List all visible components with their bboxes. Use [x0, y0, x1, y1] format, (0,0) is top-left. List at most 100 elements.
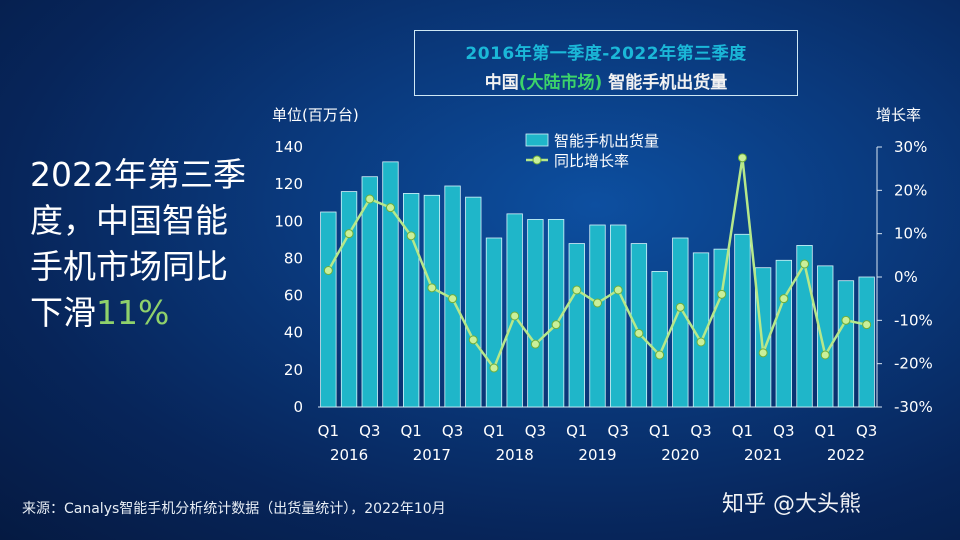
bar: [775, 259, 792, 408]
bar: [465, 196, 482, 408]
x-year-label: 2017: [413, 446, 451, 464]
growth-rate-point: [613, 285, 623, 295]
source-note: 来源：Canalys智能手机分析统计数据（出货量统计），2022年10月: [22, 501, 446, 517]
growth-rate-point: [800, 259, 810, 269]
chart-title-china: 中国: [484, 73, 519, 93]
bar: [320, 211, 337, 408]
y-left-tick-label: 120: [274, 175, 303, 193]
y-left-tick-label: 80: [284, 249, 303, 267]
x-tick-label: Q3: [773, 422, 794, 440]
growth-rate-point: [862, 320, 872, 330]
y-right-tick-label: -30%: [894, 398, 933, 416]
y-left-tick-label: 0: [293, 398, 303, 416]
bar: [527, 219, 544, 408]
chart-title-mainland: (大陆市场): [518, 73, 603, 93]
bar: [837, 280, 855, 408]
y-right-tick-label: 10%: [894, 225, 927, 243]
legend-bar-swatch: [525, 133, 549, 147]
growth-rate-point: [406, 231, 416, 241]
y-left-tick-label: 60: [284, 287, 303, 305]
bar: [858, 276, 875, 408]
growth-rate-point: [758, 348, 768, 358]
headline-percentage: 11%: [96, 293, 170, 332]
legend-line-label: 同比增长率: [554, 152, 629, 170]
growth-rate-point: [510, 311, 520, 321]
bar: [403, 193, 420, 408]
chart-title-shipments: 智能手机出货量: [602, 73, 728, 93]
x-year-label: 2018: [496, 446, 534, 464]
bar: [817, 265, 834, 408]
growth-rate-point: [427, 283, 437, 293]
y-left-tick-label: 40: [284, 324, 303, 342]
y-left-tick-label: 140: [274, 138, 303, 156]
chart-title-line1: 2016年第一季度-2022年第三季度: [465, 44, 747, 64]
x-year-label: 2019: [578, 446, 616, 464]
x-year-label: 2016: [330, 446, 368, 464]
x-tick-label: Q1: [732, 422, 753, 440]
y-right-tick-label: 20%: [894, 181, 927, 199]
bar: [361, 176, 378, 408]
x-tick-label: Q1: [318, 422, 339, 440]
growth-rate-point: [820, 350, 830, 360]
bar: [651, 271, 668, 408]
x-tick-label: Q3: [359, 422, 380, 440]
growth-rate-point: [779, 294, 789, 304]
bar: [485, 237, 503, 408]
growth-rate-point: [634, 328, 644, 338]
x-tick-label: Q3: [690, 422, 711, 440]
x-tick-label: Q1: [815, 422, 836, 440]
bar: [340, 191, 358, 408]
growth-rate-point: [717, 289, 727, 299]
y-right-axis-label: 增长率: [876, 106, 921, 124]
y-left-axis-label: 单位(百万台): [272, 106, 359, 124]
headline-text: 2022年第三季度，中国智能手机市场同比下滑: [30, 155, 246, 332]
x-tick-label: Q1: [483, 422, 504, 440]
x-year-label: 2020: [661, 446, 699, 464]
bar: [734, 233, 751, 408]
x-tick-label: Q1: [649, 422, 670, 440]
growth-rate-point: [365, 194, 375, 204]
bar: [506, 213, 523, 408]
chart-title-line2: 中国(大陆市场) 智能手机出货量: [415, 68, 797, 93]
growth-rate-point: [530, 339, 540, 349]
growth-rate-point: [468, 335, 478, 345]
x-tick-label: Q1: [566, 422, 587, 440]
growth-rate-point: [675, 302, 685, 312]
x-tick-label: Q3: [525, 422, 546, 440]
growth-rate-point: [696, 337, 706, 347]
x-tick-label: Q1: [400, 422, 421, 440]
bar: [754, 267, 772, 408]
bar: [713, 248, 730, 408]
bar: [796, 245, 813, 408]
y-right-tick-label: -20%: [894, 355, 933, 373]
growth-rate-point: [344, 229, 354, 239]
growth-rate-point: [841, 315, 851, 325]
legend-bar-label: 智能手机出货量: [554, 132, 659, 150]
growth-rate-point: [737, 153, 747, 163]
growth-rate-point: [323, 266, 333, 275]
growth-rate-point: [551, 320, 561, 330]
growth-rate-point: [489, 363, 499, 373]
bar: [568, 243, 585, 408]
growth-rate-point: [572, 285, 582, 295]
y-right-tick-label: 30%: [894, 138, 927, 156]
y-left-tick-label: 100: [274, 212, 303, 230]
x-year-label: 2022: [827, 446, 865, 464]
headline: 2022年第三季度，中国智能手机市场同比下滑11%: [30, 152, 260, 336]
x-tick-label: Q3: [442, 422, 463, 440]
x-tick-label: Q3: [608, 422, 629, 440]
x-tick-label: Q3: [856, 422, 877, 440]
growth-rate-point: [385, 203, 395, 213]
y-left-tick-label: 20: [284, 361, 303, 379]
watermark: 知乎 @大头熊: [722, 492, 861, 517]
growth-rate-point: [593, 298, 602, 308]
bar: [589, 224, 606, 408]
bar: [610, 224, 627, 408]
growth-rate-point: [448, 294, 458, 304]
bar: [423, 194, 441, 408]
y-right-tick-label: 0%: [894, 268, 918, 286]
y-right-tick-label: -10%: [894, 311, 933, 329]
x-year-label: 2021: [744, 446, 782, 464]
bar: [382, 161, 399, 408]
